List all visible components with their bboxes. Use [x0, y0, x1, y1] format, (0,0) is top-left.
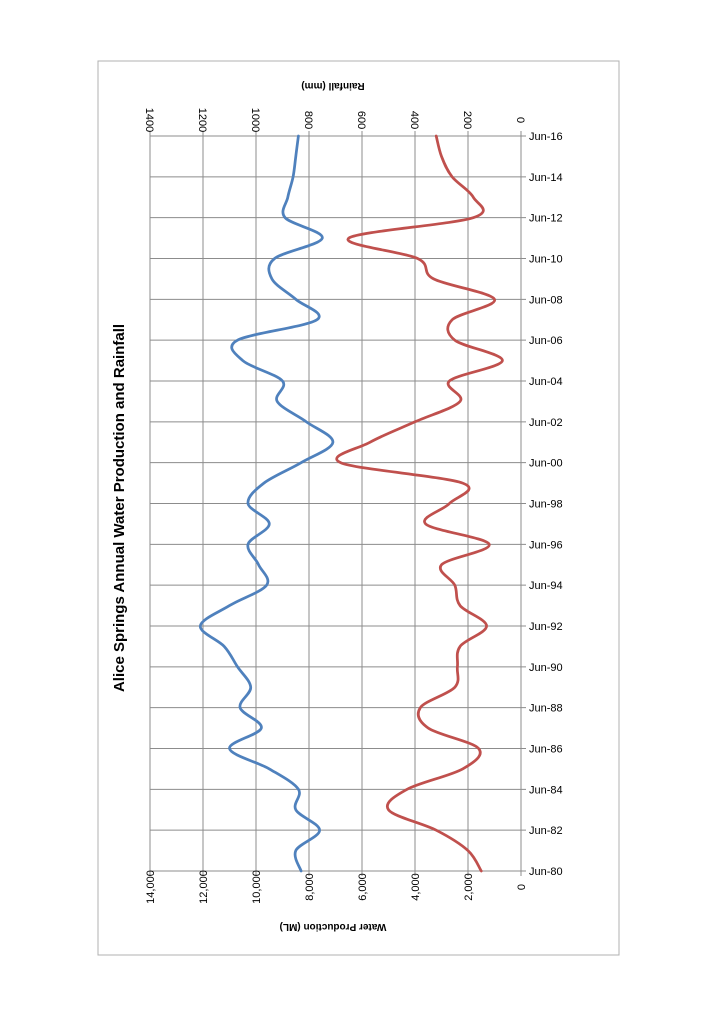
- left-axis-tick-label: 2,000: [463, 873, 475, 901]
- x-tick-label: Jun-82: [529, 825, 563, 837]
- right-axis-tick-label: 0: [514, 117, 526, 123]
- tick-labels: Jun-80 Jun-82 Jun-84 Jun-86 Jun-88 Jun-90 Jun-…: [143, 108, 563, 904]
- x-tick-label: Jun-02: [529, 417, 563, 429]
- x-tick-label: Jun-84: [529, 784, 563, 796]
- x-tick-label: Jun-12: [529, 213, 563, 225]
- x-tick-label: Jun-86: [529, 744, 563, 756]
- x-tick-label: Jun-10: [529, 254, 563, 266]
- left-axis-tick-label: 12,000: [198, 870, 210, 904]
- right-axis-title: Rainfall (mm): [301, 80, 364, 91]
- series-lines: [198, 134, 504, 873]
- gridlines: [149, 131, 526, 876]
- x-tick-label: Jun-88: [529, 703, 563, 715]
- x-tick-label: Jun-04: [529, 376, 563, 388]
- left-axis-tick-label: 14,000: [145, 870, 157, 904]
- x-tick-label: Jun-08: [529, 294, 563, 306]
- x-tick-label: Jun-94: [529, 580, 563, 592]
- left-axis-tick-label: 8,000: [304, 873, 316, 901]
- right-axis-tick-label: 600: [355, 111, 367, 129]
- left-axis-tick-label: 6,000: [357, 873, 369, 901]
- x-tick-label: Jun-06: [529, 335, 563, 347]
- x-tick-label: Jun-92: [529, 621, 563, 633]
- x-tick-label: Jun-96: [529, 539, 563, 551]
- x-tick-label: Jun-16: [529, 131, 563, 143]
- left-axis-title: Water Production (ML): [280, 921, 387, 932]
- right-axis-tick-label: 400: [408, 111, 420, 129]
- right-axis-tick-label: 1000: [249, 108, 261, 132]
- x-tick-label: Jun-98: [529, 499, 563, 511]
- chart-frame: [97, 60, 620, 956]
- right-axis-tick-label: 800: [302, 111, 314, 129]
- right-axis-tick-label: 200: [461, 111, 473, 129]
- left-axis-tick-label: 4,000: [410, 873, 422, 901]
- right-axis-tick-label: 1400: [143, 108, 155, 132]
- x-tick-label: Jun-00: [529, 458, 563, 470]
- x-tick-label: Jun-14: [529, 172, 563, 184]
- left-axis-tick-label: 10,000: [251, 870, 263, 904]
- left-axis-tick-label: 0: [516, 884, 528, 890]
- right-axis-tick-label: 1200: [196, 108, 208, 132]
- water-production-line: [198, 134, 335, 873]
- x-tick-label: Jun-80: [529, 866, 563, 878]
- rainfall-line: [335, 134, 504, 873]
- chart-title: Alice Springs Annual Water Production an…: [111, 324, 128, 692]
- x-tick-label: Jun-90: [529, 662, 563, 674]
